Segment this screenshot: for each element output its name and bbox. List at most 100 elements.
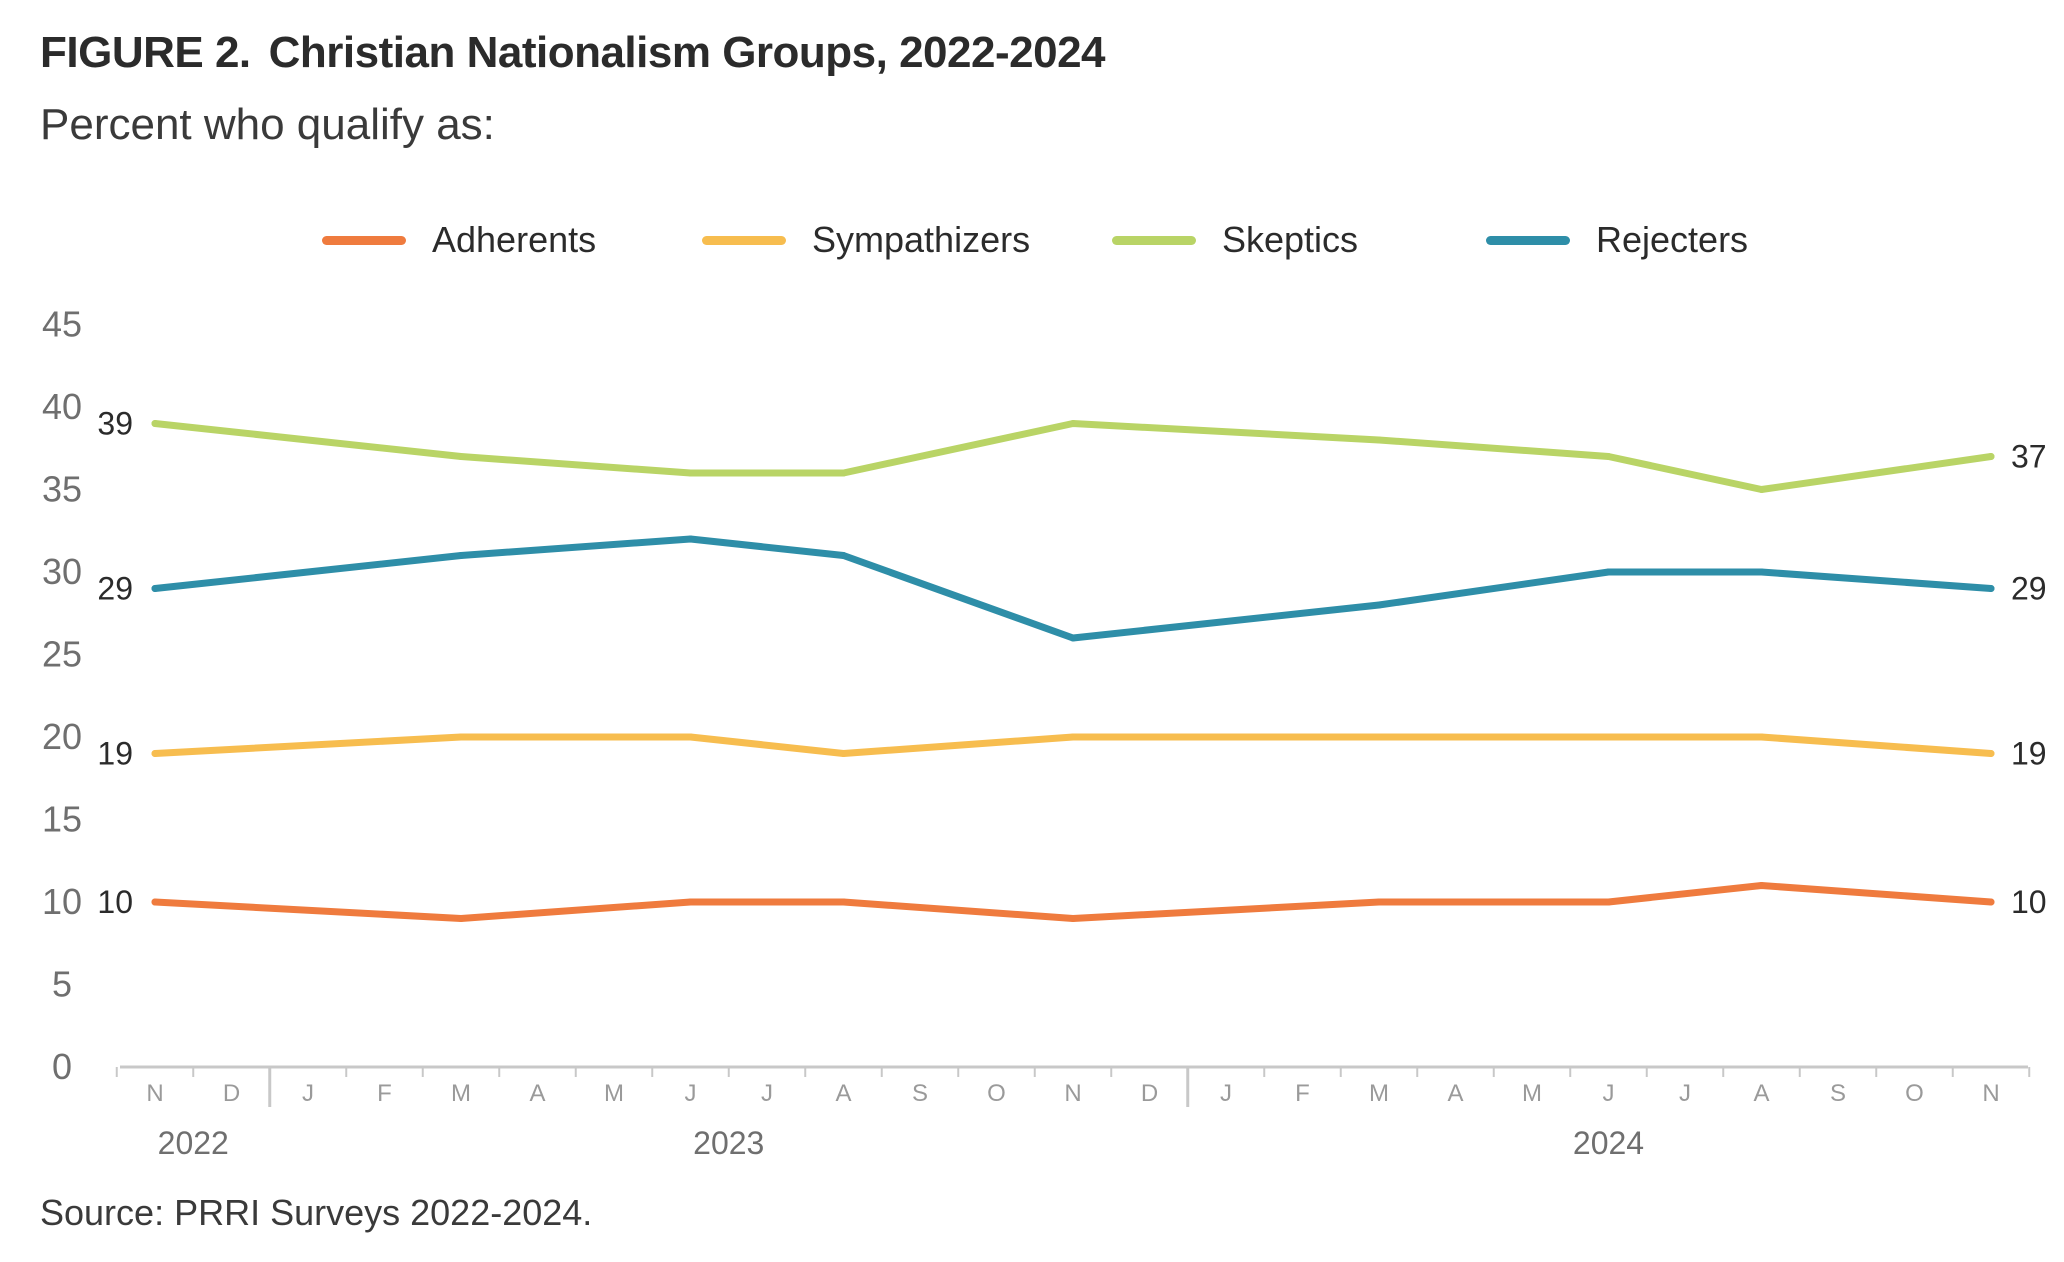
data-point-adherents [840, 898, 847, 906]
data-point-sympathizers [687, 733, 694, 741]
x-tick-label: J [761, 1080, 773, 1107]
data-point-skeptics [1375, 436, 1383, 444]
x-tick-label: A [529, 1080, 545, 1107]
legend-swatch-sympathizers [702, 235, 786, 245]
data-point-rejecters [457, 552, 465, 559]
year-label-2024: 2024 [1573, 1125, 1644, 1161]
x-tick-label: M [451, 1080, 471, 1107]
data-point-adherents [151, 898, 159, 906]
data-point-sympathizers [1069, 733, 1077, 741]
data-point-skeptics [151, 420, 159, 427]
legend-item-sympathizers: Sympathizers [702, 215, 1030, 265]
data-point-adherents [1758, 882, 1765, 889]
data-point-rejecters [1605, 568, 1612, 576]
data-point-adherents [1375, 898, 1383, 906]
x-tick-label: A [1447, 1080, 1463, 1107]
x-tick-label: D [223, 1080, 240, 1107]
x-tick-label: F [1295, 1080, 1310, 1107]
start-label-adherents: 10 [97, 884, 133, 920]
data-point-sympathizers [151, 750, 159, 757]
source-note: Source: PRRI Surveys 2022-2024. [40, 1192, 593, 1233]
x-tick-label: M [1369, 1080, 1389, 1107]
x-tick-label: J [685, 1080, 697, 1107]
x-tick-label: A [835, 1080, 851, 1107]
start-label-sympathizers: 19 [97, 736, 133, 772]
y-tick-label-5: 5 [52, 964, 72, 1005]
data-point-adherents [1987, 898, 1995, 906]
end-label-adherents: 10 [2011, 884, 2047, 920]
data-point-adherents [1069, 915, 1077, 922]
legend-label-sympathizers: Sympathizers [812, 219, 1031, 260]
data-point-rejecters [687, 535, 694, 543]
data-point-rejecters [1758, 568, 1765, 576]
y-tick-label-30: 30 [42, 551, 82, 592]
legend: Adherents Sympathizers Skeptics Rejecter… [0, 215, 2064, 265]
data-point-rejecters [840, 552, 847, 559]
chart-title: FIGURE 2. Christian Nationalism Groups, 2… [40, 28, 1106, 78]
x-tick-label: M [1522, 1080, 1542, 1107]
x-tick-label: M [604, 1080, 624, 1107]
x-tick-label: J [1603, 1080, 1615, 1107]
data-point-skeptics [687, 469, 694, 477]
figure-label: FIGURE 2. [40, 28, 251, 77]
data-point-skeptics [457, 453, 465, 460]
chart-subtitle: Percent who qualify as: [40, 100, 495, 149]
legend-item-skeptics: Skeptics [1112, 215, 1358, 265]
x-tick-label: N [146, 1080, 163, 1107]
end-label-skeptics: 37 [2011, 439, 2047, 475]
x-tick-label: O [987, 1080, 1006, 1107]
legend-label-skeptics: Skeptics [1222, 219, 1359, 260]
x-tick-label: F [377, 1080, 392, 1107]
y-tick-label-40: 40 [42, 386, 82, 427]
data-point-adherents [1605, 898, 1612, 906]
legend-label-adherents: Adherents [432, 219, 597, 260]
data-point-rejecters [1375, 601, 1383, 609]
legend-item-adherents: Adherents [322, 215, 596, 265]
data-point-sympathizers [1987, 750, 1995, 757]
x-tick-label: J [302, 1080, 314, 1107]
y-tick-label-45: 45 [42, 304, 82, 345]
x-tick-label: D [1141, 1080, 1158, 1107]
y-tick-label-10: 10 [42, 881, 82, 922]
series-line-rejecters [151, 535, 1995, 642]
x-tick-label: S [912, 1080, 928, 1107]
x-tick-label: S [1830, 1080, 1846, 1107]
start-label-skeptics: 39 [97, 406, 133, 442]
x-tick-label: J [1679, 1080, 1691, 1107]
x-tick-label: O [1905, 1080, 1924, 1107]
y-tick-label-15: 15 [42, 799, 82, 840]
year-label-2023: 2023 [693, 1125, 764, 1161]
data-point-sympathizers [840, 750, 847, 757]
data-point-skeptics [1987, 453, 1995, 460]
start-label-rejecters: 29 [97, 571, 133, 607]
legend-swatch-rejecters [1486, 235, 1570, 245]
y-tick-label-25: 25 [42, 634, 82, 675]
title-text: Christian Nationalism Groups, 2022-2024 [268, 28, 1106, 77]
data-point-skeptics [1605, 453, 1612, 460]
data-point-adherents [457, 915, 465, 922]
y-tick-label-0: 0 [52, 1046, 72, 1087]
data-point-sympathizers [1605, 733, 1612, 741]
x-tick-label: J [1220, 1080, 1232, 1107]
data-point-sympathizers [1758, 733, 1765, 741]
data-point-sympathizers [1375, 733, 1383, 741]
year-label-2022: 2022 [158, 1125, 229, 1161]
legend-swatch-skeptics [1112, 235, 1196, 245]
data-point-adherents [687, 898, 694, 906]
x-tick-label: A [1753, 1080, 1769, 1107]
data-point-rejecters [151, 585, 159, 592]
end-label-sympathizers: 19 [2011, 736, 2047, 772]
data-point-skeptics [840, 469, 847, 477]
data-point-skeptics [1758, 486, 1765, 493]
y-tick-label-20: 20 [42, 716, 82, 757]
legend-item-rejecters: Rejecters [1486, 215, 1748, 265]
series-line-adherents [151, 882, 1995, 922]
data-point-rejecters [1069, 634, 1077, 642]
x-tick-label: N [1982, 1080, 1999, 1107]
legend-label-rejecters: Rejecters [1596, 219, 1749, 260]
series-line-skeptics [151, 420, 1995, 493]
data-point-skeptics [1069, 420, 1077, 427]
y-tick-label-35: 35 [42, 469, 82, 510]
data-point-rejecters [1987, 585, 1995, 592]
x-tick-label: N [1064, 1080, 1081, 1107]
